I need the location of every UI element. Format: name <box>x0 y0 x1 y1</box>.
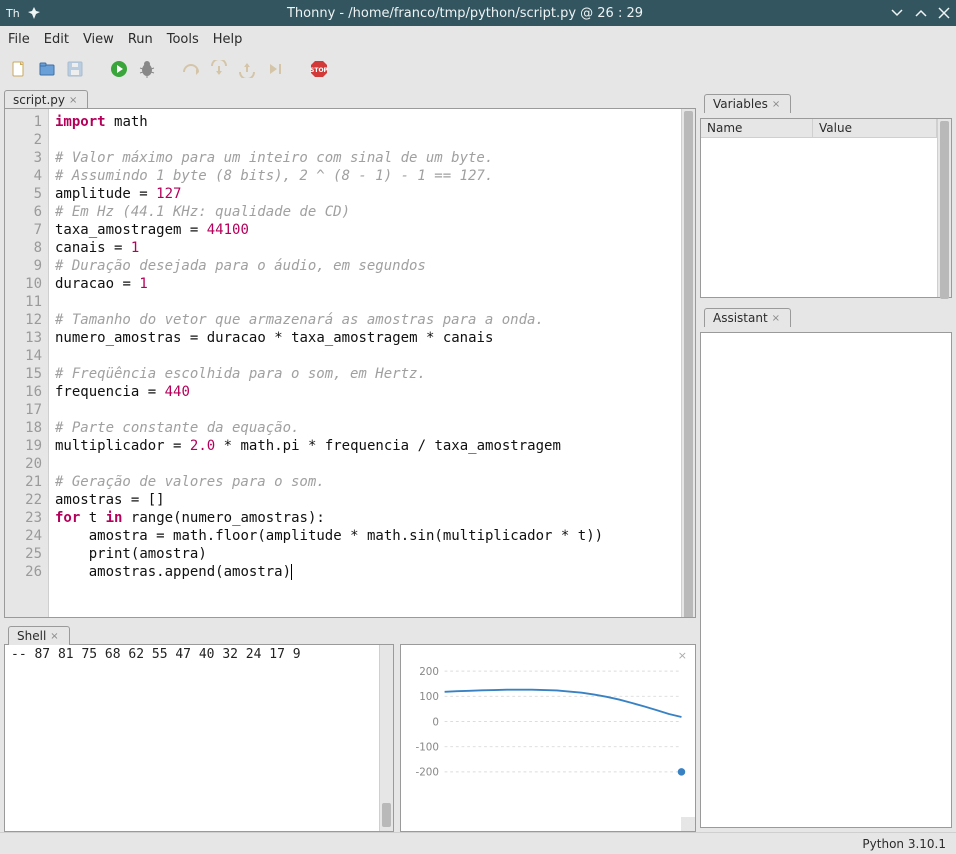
shell-output-panel: -- 87 81 75 68 62 55 47 40 32 24 17 9 <box>4 644 394 832</box>
step-out-icon[interactable] <box>236 58 258 80</box>
menu-run[interactable]: Run <box>128 32 153 47</box>
plot-chart: 200 100 0 -100 -200 <box>407 651 689 792</box>
run-icon[interactable] <box>108 58 130 80</box>
tab-assistant[interactable]: Assistant × <box>704 308 791 327</box>
tab-close-icon[interactable]: × <box>772 313 780 324</box>
window-titlebar: Th Thonny - /home/franco/tmp/python/scri… <box>0 0 956 26</box>
variables-header: Name Value <box>701 119 937 138</box>
shell-scrollbar[interactable] <box>379 645 393 831</box>
editor-gutter: 1234567891011121314151617181920212223242… <box>5 109 49 617</box>
menu-tools[interactable]: Tools <box>167 32 199 47</box>
statusbar: Python 3.10.1 <box>0 832 956 854</box>
tab-close-icon[interactable]: × <box>772 99 780 110</box>
variables-tab-strip: Variables × <box>700 90 952 112</box>
shell-output[interactable]: -- 87 81 75 68 62 55 47 40 32 24 17 9 <box>5 645 379 831</box>
new-file-icon[interactable] <box>8 58 30 80</box>
assistant-body[interactable] <box>701 333 951 827</box>
stop-icon[interactable]: STOP <box>308 58 330 80</box>
menu-view[interactable]: View <box>83 32 114 47</box>
toolbar: STOP <box>0 52 956 86</box>
debug-icon[interactable] <box>136 58 158 80</box>
tab-close-icon[interactable]: × <box>69 95 77 106</box>
maximize-icon[interactable] <box>914 6 928 20</box>
editor-tab-strip: script.py × <box>0 86 700 108</box>
tab-variables[interactable]: Variables × <box>704 94 791 113</box>
variables-body[interactable] <box>701 138 937 297</box>
svg-text:-100: -100 <box>416 741 439 753</box>
svg-text:0: 0 <box>432 716 439 728</box>
svg-text:-200: -200 <box>416 767 439 779</box>
tab-label: Assistant <box>713 311 768 325</box>
window-title: Thonny - /home/franco/tmp/python/script.… <box>40 6 890 21</box>
tab-script[interactable]: script.py × <box>4 90 88 109</box>
resume-icon[interactable] <box>264 58 286 80</box>
tab-label: Shell <box>17 629 46 643</box>
tab-label: script.py <box>13 93 65 107</box>
column-name[interactable]: Name <box>701 119 813 137</box>
open-file-icon[interactable] <box>36 58 58 80</box>
save-file-icon[interactable] <box>64 58 86 80</box>
assistant-panel <box>700 332 952 828</box>
svg-text:STOP: STOP <box>310 67 329 74</box>
column-value[interactable]: Value <box>813 119 937 137</box>
editor-code[interactable]: import math # Valor máximo para um intei… <box>49 109 681 617</box>
python-version[interactable]: Python 3.10.1 <box>862 837 946 851</box>
shell-tab-strip: Shell × <box>4 622 696 644</box>
menubar: File Edit View Run Tools Help <box>0 26 956 52</box>
svg-text:100: 100 <box>419 691 439 703</box>
menu-help[interactable]: Help <box>213 32 243 47</box>
menu-edit[interactable]: Edit <box>44 32 69 47</box>
assistant-tab-strip: Assistant × <box>700 304 952 326</box>
svg-text:200: 200 <box>419 666 439 678</box>
step-into-icon[interactable] <box>208 58 230 80</box>
pin-icon[interactable] <box>28 7 40 19</box>
editor-scrollbar[interactable] <box>681 109 695 617</box>
step-over-icon[interactable] <box>180 58 202 80</box>
minimize-icon[interactable] <box>890 6 904 20</box>
app-menu-icon[interactable]: Th <box>6 6 20 20</box>
tab-shell[interactable]: Shell × <box>8 626 70 645</box>
variables-scrollbar[interactable] <box>937 119 951 297</box>
tab-close-icon[interactable]: × <box>50 631 58 642</box>
plot-panel: × 2001000-100-200 <box>400 644 696 832</box>
variables-panel: Name Value <box>700 118 952 298</box>
svg-text:Th: Th <box>6 7 20 20</box>
editor-panel: 1234567891011121314151617181920212223242… <box>4 108 696 618</box>
tab-label: Variables <box>713 97 768 111</box>
close-icon[interactable] <box>938 7 950 19</box>
menu-file[interactable]: File <box>8 32 30 47</box>
